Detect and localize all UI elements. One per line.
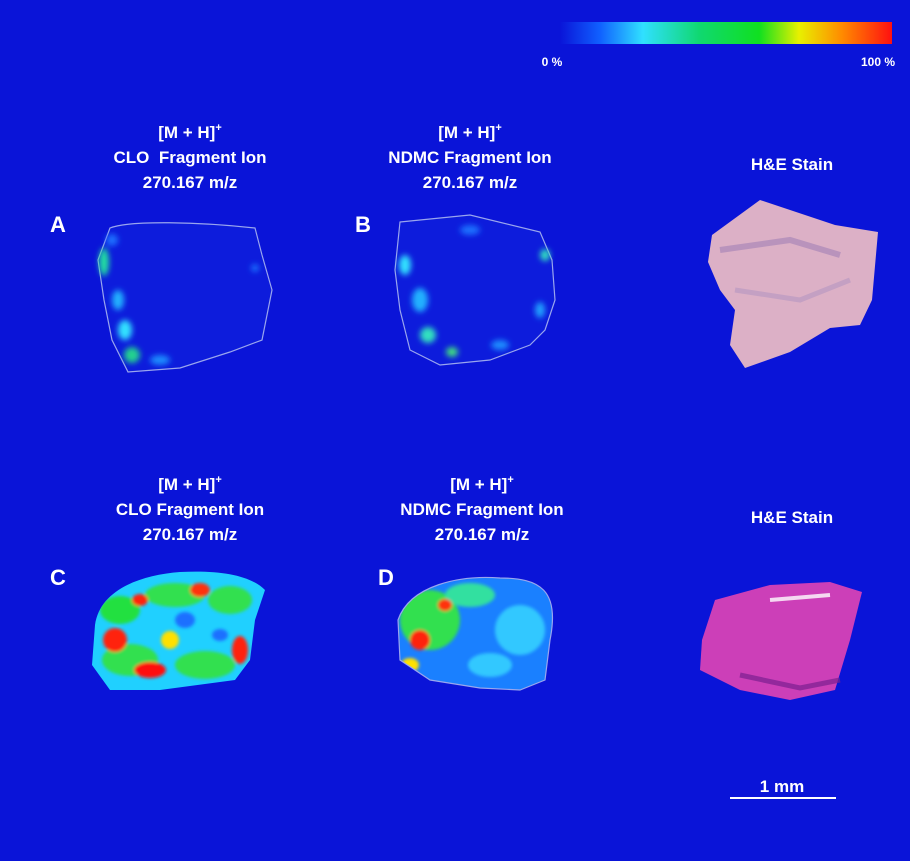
- stain-label: H&E Stain: [751, 155, 833, 174]
- panel-letter: B: [355, 212, 371, 237]
- colorbar-min-label: 0 %: [542, 55, 563, 69]
- ion-label: [M + H]: [158, 123, 215, 142]
- ion-label: [M + H]: [450, 475, 507, 494]
- ion: [M + H]+: [450, 474, 514, 494]
- mz: 270.167 m/z: [435, 525, 530, 544]
- scale-bar-label: 1 mm: [760, 777, 804, 796]
- figure: 0 % 100 % [M + H]+ CLO Fragment Ion 270.…: [0, 0, 910, 861]
- compound: CLO Fragment Ion: [116, 500, 264, 519]
- mz: 270.167 m/z: [423, 173, 518, 192]
- ion-label: [M + H]: [158, 475, 215, 494]
- ion-label: [M + H]: [438, 123, 495, 142]
- charge: +: [507, 474, 513, 486]
- stain-label: H&E Stain: [751, 508, 833, 527]
- mz: 270.167 m/z: [143, 173, 238, 192]
- mz: 270.167 m/z: [143, 525, 238, 544]
- colorbar: [560, 22, 892, 44]
- ion: [M + H]+: [438, 122, 502, 142]
- charge: +: [215, 474, 221, 486]
- panel-letter: D: [378, 565, 394, 590]
- ion-image-b: [395, 215, 555, 365]
- compound: NDMC Fragment Ion: [400, 500, 563, 519]
- ion: [M + H]+: [158, 122, 222, 142]
- compound: CLO Fragment Ion: [114, 148, 267, 167]
- colorbar-max-label: 100 %: [861, 55, 895, 69]
- charge: +: [495, 122, 501, 134]
- panel-letter: C: [50, 565, 66, 590]
- compound: NDMC Fragment Ion: [388, 148, 551, 167]
- charge: +: [215, 122, 221, 134]
- panel-letter: A: [50, 212, 66, 237]
- ion: [M + H]+: [158, 474, 222, 494]
